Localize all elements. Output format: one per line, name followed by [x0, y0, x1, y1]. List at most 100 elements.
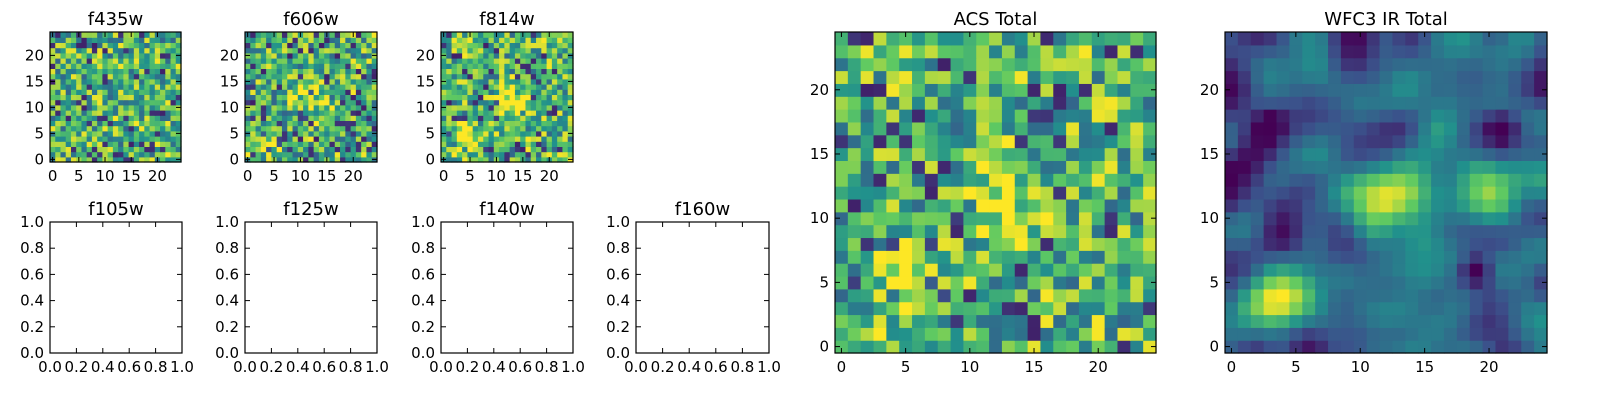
heatmap-cell — [963, 211, 977, 226]
heatmap-cell — [1366, 134, 1381, 149]
heatmap-cell — [1225, 57, 1239, 72]
heatmap-cell — [371, 68, 378, 75]
y-tick-label: 0.0 — [20, 344, 44, 362]
heatmap-cell — [1276, 314, 1290, 328]
heatmap-cell — [562, 136, 569, 142]
heatmap-cell — [557, 47, 564, 54]
heatmap-cell — [361, 120, 368, 127]
heatmap-cell — [1521, 44, 1535, 59]
heatmap-cell — [160, 78, 166, 85]
heatmap-cell — [91, 84, 98, 90]
heatmap-cell — [1366, 109, 1381, 123]
heatmap-cell — [493, 84, 500, 90]
heatmap-cell — [446, 73, 453, 80]
heatmap-cell — [924, 134, 939, 149]
heatmap-cell — [462, 136, 468, 142]
heatmap-cell — [1405, 109, 1419, 123]
heatmap-cell — [1104, 147, 1119, 161]
heatmap-cell — [245, 141, 251, 147]
heatmap-cell — [1263, 237, 1278, 251]
heatmap-cell — [1353, 160, 1368, 174]
heatmap-cell — [924, 147, 939, 161]
heatmap-cell — [271, 110, 278, 116]
heatmap-cell — [165, 89, 172, 95]
heatmap-cell — [260, 94, 267, 101]
heatmap-cell — [860, 121, 875, 136]
heatmap-cell — [551, 146, 558, 153]
heatmap-cell — [1534, 250, 1548, 264]
heatmap-cell — [472, 78, 479, 85]
heatmap-cell — [567, 63, 574, 69]
heatmap-cell — [1130, 173, 1144, 187]
heatmap-cell — [937, 263, 952, 277]
heatmap-cell — [118, 73, 124, 80]
heatmap-cell — [324, 63, 331, 69]
heatmap-cell — [292, 63, 299, 69]
heatmap-cell — [123, 146, 130, 153]
heatmap-cell — [292, 68, 299, 75]
heatmap-cell — [292, 99, 299, 106]
heatmap-cell — [65, 120, 72, 127]
heatmap-cell — [123, 37, 130, 43]
heatmap-cell — [1117, 327, 1131, 341]
heatmap-cell — [924, 250, 939, 264]
heatmap-cell — [860, 263, 875, 277]
heatmap-cell — [334, 58, 341, 64]
heatmap-cell — [1405, 275, 1419, 290]
heatmap-cell — [1040, 70, 1054, 84]
heatmap-cell — [76, 94, 83, 101]
heatmap-cell — [1001, 121, 1016, 136]
heatmap-cell — [1143, 32, 1157, 46]
panel-title: f435w — [88, 9, 143, 30]
heatmap-cell — [1469, 327, 1484, 341]
heatmap-cell — [860, 134, 875, 149]
heatmap-cell — [1392, 314, 1406, 328]
heatmap-cell — [324, 125, 331, 132]
heatmap-cell — [91, 104, 98, 111]
heatmap-cell — [245, 115, 251, 121]
heatmap-cell — [133, 130, 140, 137]
heatmap-cell — [165, 156, 172, 163]
heatmap-cell — [562, 84, 569, 90]
heatmap-cell — [912, 301, 926, 316]
heatmap-cell — [118, 141, 124, 147]
heatmap-cell — [520, 78, 527, 85]
heatmap-cell — [1443, 173, 1458, 187]
heatmap-cell — [1237, 160, 1252, 174]
heatmap-cell — [324, 58, 331, 64]
heatmap-cell — [1340, 173, 1355, 187]
heatmap-cell — [50, 58, 56, 64]
heatmap-cell — [107, 94, 114, 101]
heatmap-cell — [899, 83, 913, 97]
y-tick-label: 20 — [220, 46, 239, 64]
heatmap-cell — [76, 84, 83, 90]
heatmap-cell — [976, 186, 990, 200]
heatmap-cell — [462, 73, 468, 80]
heatmap-cell — [525, 125, 532, 132]
heatmap-cell — [91, 125, 98, 132]
heatmap-cell — [835, 198, 849, 213]
y-tick-label: 0.4 — [215, 292, 239, 310]
heatmap-cell — [520, 73, 527, 80]
heatmap-cell — [97, 136, 103, 142]
y-tick-label: 15 — [810, 145, 829, 163]
heatmap-cell — [102, 115, 109, 121]
heatmap-cell — [1289, 198, 1303, 213]
heatmap-cell — [1263, 250, 1278, 264]
heatmap-cell — [1053, 44, 1067, 59]
heatmap-cell — [149, 78, 156, 85]
heatmap-cell — [128, 78, 135, 85]
heatmap-cell — [567, 68, 574, 75]
heatmap-cell — [1040, 186, 1054, 200]
panel-title: f606w — [283, 9, 338, 30]
heatmap-cell — [1392, 83, 1406, 97]
heatmap-cell — [102, 99, 109, 106]
heatmap-cell — [1289, 288, 1303, 303]
heatmap-cell — [107, 89, 114, 95]
heatmap-cell — [860, 275, 875, 290]
y-tick-label: 10 — [416, 98, 435, 116]
heatmap-cell — [557, 120, 564, 127]
heatmap-cell — [287, 125, 294, 132]
heatmap-cell — [557, 73, 564, 80]
heatmap-cell — [514, 47, 521, 54]
